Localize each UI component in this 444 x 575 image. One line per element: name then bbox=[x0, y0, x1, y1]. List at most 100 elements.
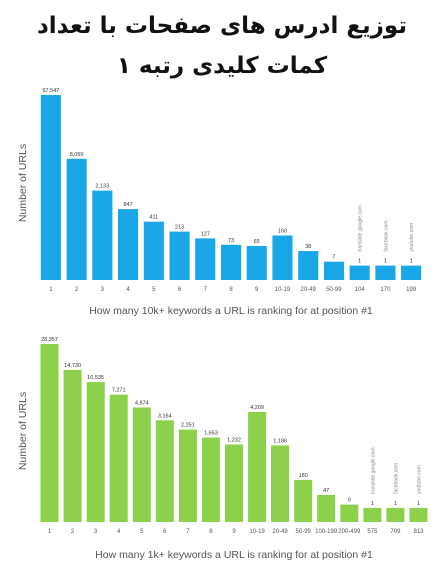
bar bbox=[143, 221, 164, 280]
x-tick-label: 7 bbox=[186, 529, 190, 535]
bar bbox=[132, 407, 151, 522]
bar bbox=[272, 235, 293, 280]
y-axis-label: Number of URLs bbox=[17, 392, 29, 470]
data-label: 411 bbox=[149, 215, 158, 221]
data-label: 2,251 bbox=[181, 423, 195, 429]
x-tick-label: 5 bbox=[140, 529, 144, 535]
bar-annotation: translate.google.com bbox=[358, 205, 364, 251]
x-tick-label: 3 bbox=[94, 529, 98, 535]
x-tick-label: 4 bbox=[117, 529, 121, 535]
x-tick-label: 20-49 bbox=[301, 287, 317, 293]
x-tick-label: 170 bbox=[380, 287, 391, 293]
bar bbox=[66, 158, 87, 280]
data-label: 160 bbox=[278, 229, 287, 235]
data-label: 9 bbox=[348, 498, 351, 504]
data-label: 213 bbox=[175, 225, 184, 231]
bar bbox=[349, 265, 370, 280]
bar-annotation: youtube.com bbox=[409, 223, 415, 252]
chart-10k-keywords: 67,547 1 8,059 2 2,133 3 847 4 411 5 213 6 127 7 73 8 65… bbox=[17, 88, 422, 317]
bar bbox=[317, 495, 336, 522]
x-tick-label: 9 bbox=[255, 287, 259, 293]
data-label: 1,653 bbox=[204, 431, 218, 437]
x-tick-label: 5 bbox=[152, 287, 156, 293]
x-tick-label: 10-19 bbox=[249, 529, 265, 535]
bar bbox=[323, 261, 344, 280]
data-label: 28,357 bbox=[41, 337, 58, 343]
x-axis-label: How many 10k+ keywords a URL is ranking … bbox=[89, 305, 373, 317]
bar bbox=[109, 394, 128, 522]
bar bbox=[386, 507, 405, 522]
x-tick-label: 20-49 bbox=[272, 529, 288, 535]
bar bbox=[294, 479, 313, 522]
x-tick-label: 8 bbox=[209, 529, 213, 535]
x-tick-label: 2 bbox=[75, 287, 79, 293]
data-label: 180 bbox=[299, 473, 308, 479]
data-label: 847 bbox=[124, 202, 133, 208]
bar bbox=[92, 190, 113, 280]
chart-1k-keywords: 28,357 1 14,730 2 10,535 3 7,271 4 4,874 5 3,164 6 2… bbox=[17, 337, 428, 561]
data-label: 7,271 bbox=[112, 388, 126, 394]
data-label: 1 bbox=[417, 501, 420, 507]
x-tick-label: 9 bbox=[232, 529, 236, 535]
x-tick-label: 104 bbox=[355, 287, 366, 293]
bar-annotation: facebook.com bbox=[393, 463, 399, 494]
title-line-2: کمات کلیدی رتبه ۱ bbox=[116, 53, 328, 79]
bar-annotation: facebook.com bbox=[383, 220, 389, 251]
x-axis-label: How many 1k+ keywords a URL is ranking f… bbox=[95, 549, 373, 561]
bar bbox=[246, 246, 267, 280]
x-tick-label: 100-199 bbox=[315, 529, 338, 535]
data-label: 8,059 bbox=[70, 152, 84, 158]
bar bbox=[201, 437, 220, 522]
data-label: 67,547 bbox=[42, 88, 59, 94]
bar bbox=[40, 344, 59, 522]
data-label: 127 bbox=[201, 231, 210, 237]
data-label: 1 bbox=[410, 259, 413, 265]
x-tick-label: 709 bbox=[390, 529, 401, 535]
data-label: 10,535 bbox=[87, 375, 104, 381]
x-tick-label: 8 bbox=[229, 287, 233, 293]
x-tick-label: 50-99 bbox=[326, 287, 342, 293]
x-tick-label: 1 bbox=[48, 529, 52, 535]
data-label: 73 bbox=[228, 238, 234, 244]
bar bbox=[63, 369, 82, 522]
bar bbox=[298, 251, 319, 280]
bar bbox=[40, 95, 61, 280]
x-tick-label: 813 bbox=[413, 529, 424, 535]
x-tick-label: 6 bbox=[178, 287, 182, 293]
x-tick-label: 200-499 bbox=[338, 529, 361, 535]
data-label: 1,232 bbox=[227, 438, 241, 444]
data-label: 65 bbox=[254, 239, 260, 245]
data-label: 2,133 bbox=[95, 184, 109, 190]
x-tick-label: 2 bbox=[71, 529, 75, 535]
bar bbox=[169, 231, 190, 280]
data-label: 1 bbox=[394, 501, 397, 507]
data-label: 1 bbox=[358, 259, 361, 265]
x-tick-label: 4 bbox=[126, 287, 130, 293]
bar bbox=[178, 429, 197, 522]
data-label: 4,874 bbox=[135, 401, 149, 407]
bar bbox=[363, 507, 382, 522]
bar bbox=[409, 507, 428, 522]
bar bbox=[221, 244, 242, 280]
bar bbox=[155, 420, 174, 522]
data-label: 7 bbox=[332, 255, 335, 261]
x-tick-label: 3 bbox=[101, 287, 105, 293]
data-label: 1 bbox=[371, 501, 374, 507]
data-label: 1,186 bbox=[273, 438, 287, 444]
bar-annotation: youtube.com bbox=[417, 465, 423, 494]
bar-annotation: translate.google.com bbox=[370, 447, 376, 493]
bar bbox=[340, 504, 359, 522]
bar bbox=[375, 265, 396, 280]
data-label: 3,164 bbox=[158, 413, 172, 419]
bar bbox=[401, 265, 422, 280]
x-tick-label: 1 bbox=[49, 287, 53, 293]
bar bbox=[118, 209, 139, 280]
bar bbox=[248, 412, 267, 522]
x-tick-label: 199 bbox=[406, 287, 417, 293]
data-label: 4,209 bbox=[250, 405, 264, 411]
title-line-1: توزیع ادرس های صفحات با تعداد bbox=[37, 13, 407, 39]
bar bbox=[86, 382, 105, 522]
x-tick-label: 10-19 bbox=[275, 287, 291, 293]
x-tick-label: 575 bbox=[367, 529, 378, 535]
bar bbox=[225, 444, 243, 522]
